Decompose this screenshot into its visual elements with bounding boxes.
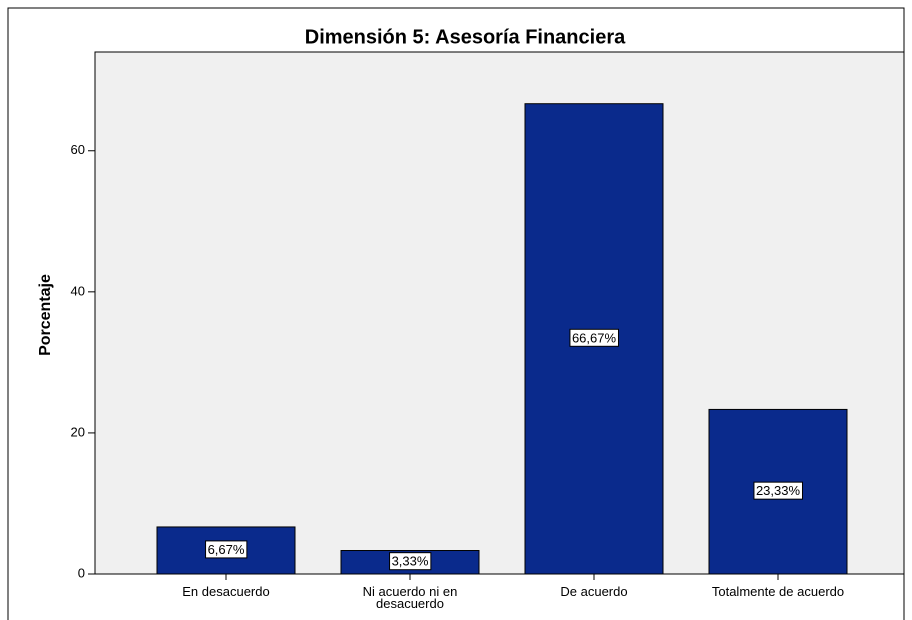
y-tick-label: 60 [71,142,85,157]
value-label: 66,67% [572,330,617,345]
x-tick-label: De acuerdo [560,584,628,599]
value-label: 23,33% [756,483,801,498]
x-tick-label: En desacuerdo [182,584,270,599]
value-label-box [569,328,619,347]
value-label-box [389,552,432,571]
value-label-box [205,540,248,559]
y-tick-label: 20 [71,424,85,439]
value-label: 3,33% [392,554,429,569]
chart-title: Dimensión 5: Asesoría Financiera [305,26,626,48]
y-tick-label: 40 [71,283,85,298]
value-label-box [753,481,803,500]
y-axis-label: Porcentaje [37,274,54,356]
x-tick-label: Ni acuerdo ni en desacuerdo [362,584,458,611]
value-label: 6,67% [208,542,245,557]
x-tick-label: Totalmente de acuerdo [711,584,845,599]
y-tick-label: 0 [78,565,85,580]
